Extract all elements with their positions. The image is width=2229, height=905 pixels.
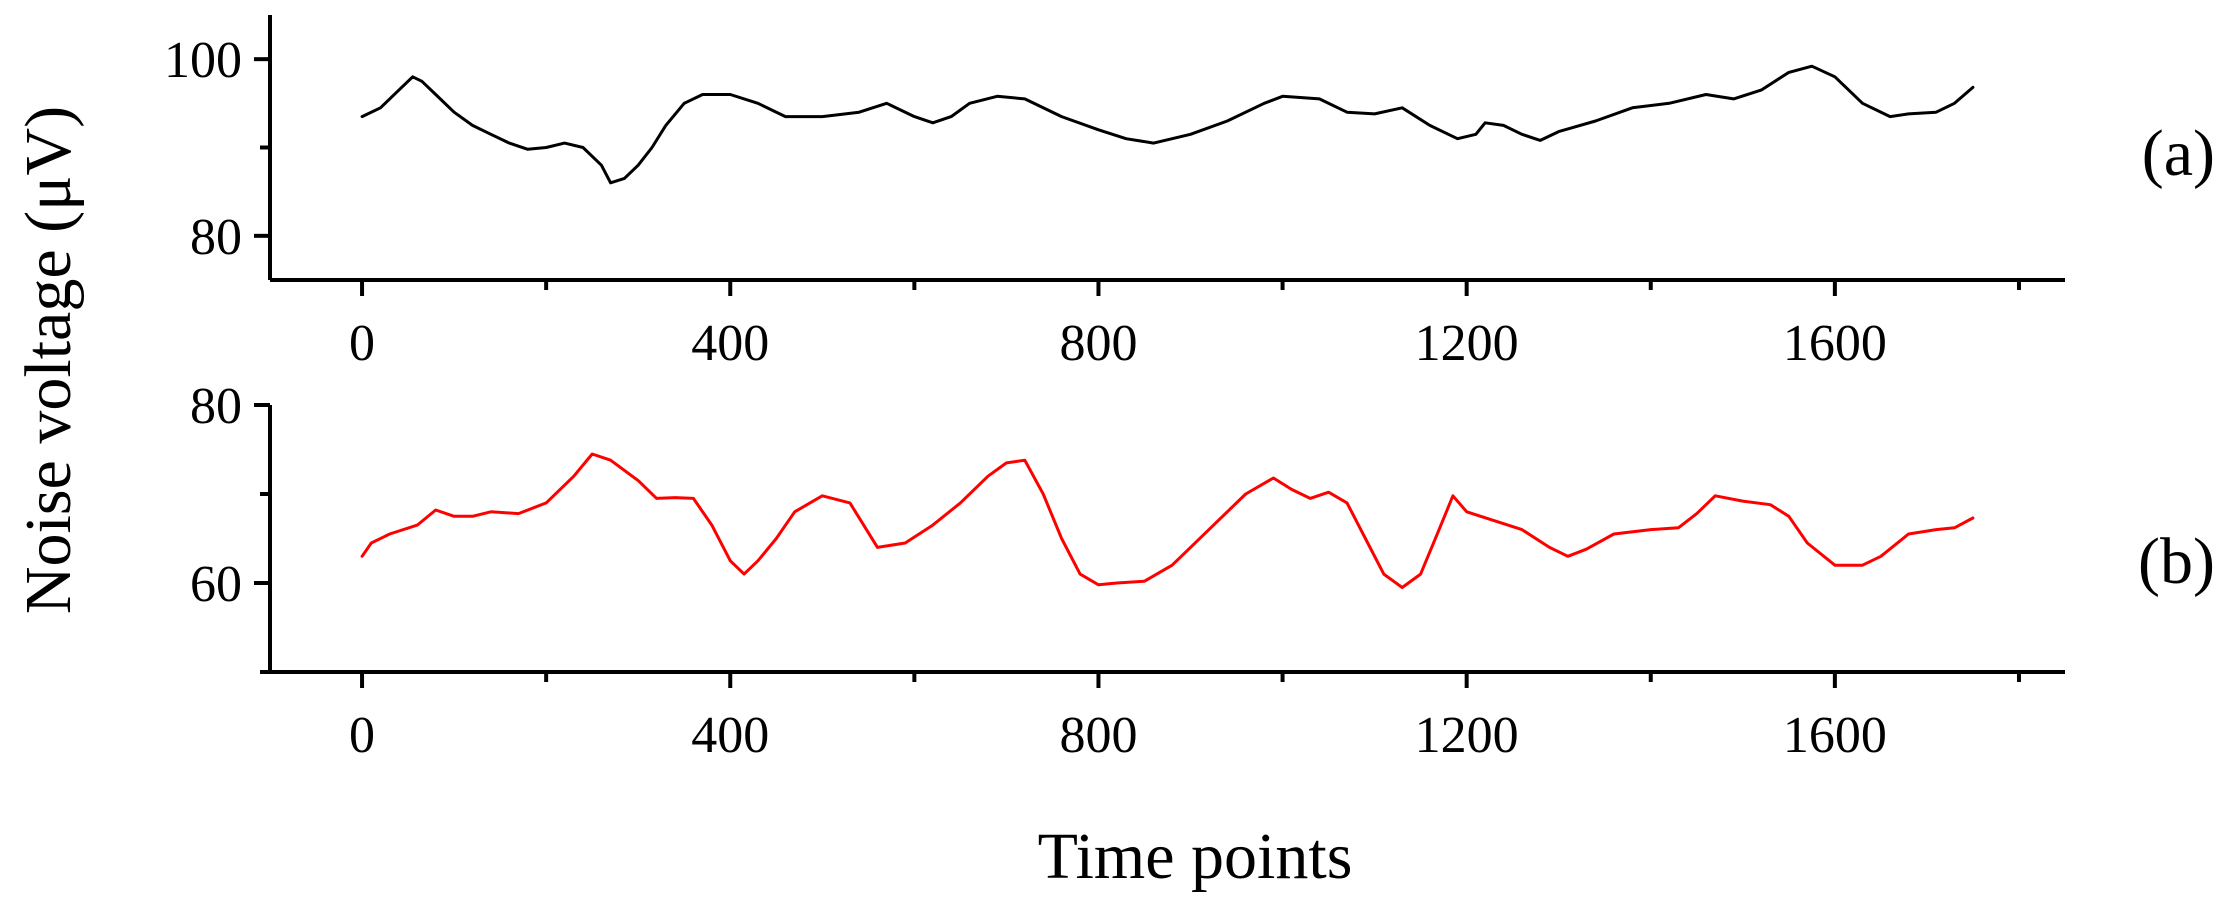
x-tick-label: 1600	[1783, 315, 1887, 372]
y-tick-label: 80	[190, 209, 242, 266]
panel-label: (a)	[2142, 117, 2215, 190]
x-tick-label: 400	[691, 315, 769, 372]
y-axis-title: Noise voltage (μV)	[12, 106, 85, 614]
panel-label: (b)	[2138, 525, 2215, 598]
y-tick-label: 60	[190, 556, 242, 613]
panel-b: 0 400 800 1200 1600 60 80 (b)	[190, 378, 2215, 764]
series-line-0	[360, 64, 1975, 185]
x-axis-title: Time points	[1038, 820, 1353, 893]
x-tick-label: 800	[1059, 707, 1137, 764]
x-tick-label: 1200	[1415, 707, 1519, 764]
y-tick-label: 100	[164, 32, 242, 89]
y-tick-label: 80	[190, 378, 242, 435]
x-tick-label: 1600	[1783, 707, 1887, 764]
x-tick-label: 0	[349, 707, 375, 764]
x-tick-label: 400	[691, 707, 769, 764]
series-line-0	[360, 452, 1975, 589]
x-tick-label: 0	[349, 315, 375, 372]
x-tick-label: 800	[1059, 315, 1137, 372]
panel-a: 0 400 800 1200 1600 80 100 (a)	[164, 15, 2215, 372]
x-tick-label: 1200	[1415, 315, 1519, 372]
